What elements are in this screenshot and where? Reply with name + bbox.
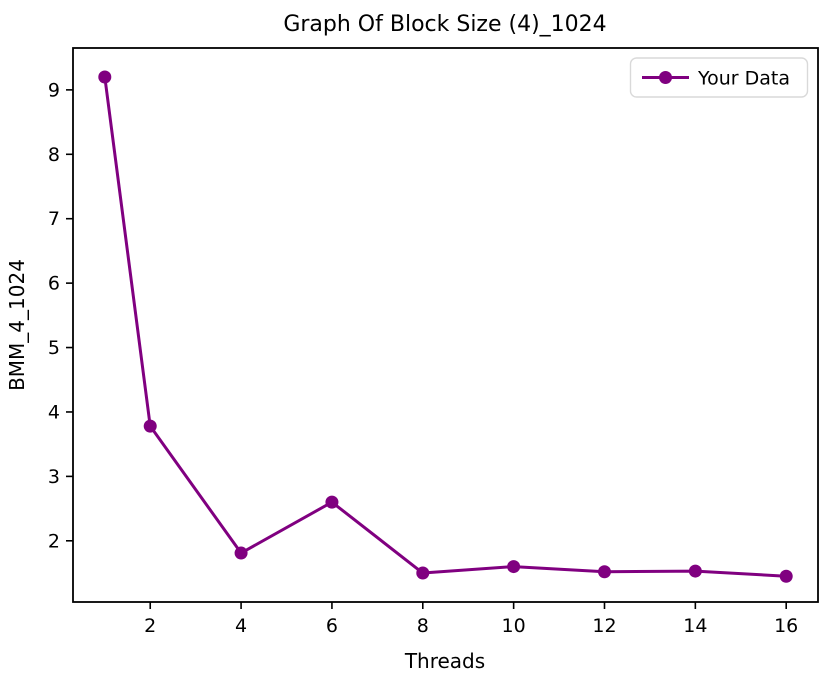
y-tick-label: 6 [48, 273, 60, 295]
y-tick-label: 8 [48, 144, 60, 166]
y-axis-label: BMM_4_1024 [5, 259, 29, 391]
series-line [103, 76, 787, 578]
y-tick-label: 2 [48, 530, 60, 552]
x-tick-label: 4 [235, 615, 247, 637]
x-tick-label: 16 [774, 615, 798, 637]
y-tick-label: 4 [48, 401, 60, 423]
data-series [98, 70, 793, 583]
y-tick-label: 7 [48, 208, 60, 230]
data-point-marker [416, 566, 430, 580]
data-point-marker [234, 546, 248, 560]
data-point-marker [779, 569, 793, 583]
x-axis-label: Threads [404, 649, 485, 673]
data-point-marker [507, 560, 521, 574]
chart-title: Graph Of Block Size (4)_1024 [283, 12, 606, 37]
x-tick-label: 6 [326, 615, 338, 637]
y-tick-label: 5 [48, 337, 60, 359]
legend-marker-icon [659, 71, 672, 84]
x-axis: 2 4 6 8 10 12 14 16 [144, 602, 798, 637]
y-tick-label: 9 [48, 79, 60, 101]
x-tick-label: 14 [683, 615, 707, 637]
x-tick-label: 12 [592, 615, 616, 637]
y-tick-label: 3 [48, 466, 60, 488]
data-point-marker [325, 495, 339, 509]
data-point-marker [688, 564, 702, 578]
legend-label: Your Data [697, 68, 790, 90]
legend-box [629, 57, 809, 98]
x-tick-label: 10 [502, 615, 526, 637]
data-point-marker [98, 70, 112, 84]
legend: Your Data [629, 57, 809, 98]
x-tick-label: 2 [144, 615, 156, 637]
plot-area [72, 47, 819, 603]
data-point-marker [597, 565, 611, 579]
y-axis: 2 3 4 5 6 7 8 9 [48, 79, 73, 552]
x-tick-label: 8 [417, 615, 429, 637]
data-point-marker [143, 419, 157, 433]
